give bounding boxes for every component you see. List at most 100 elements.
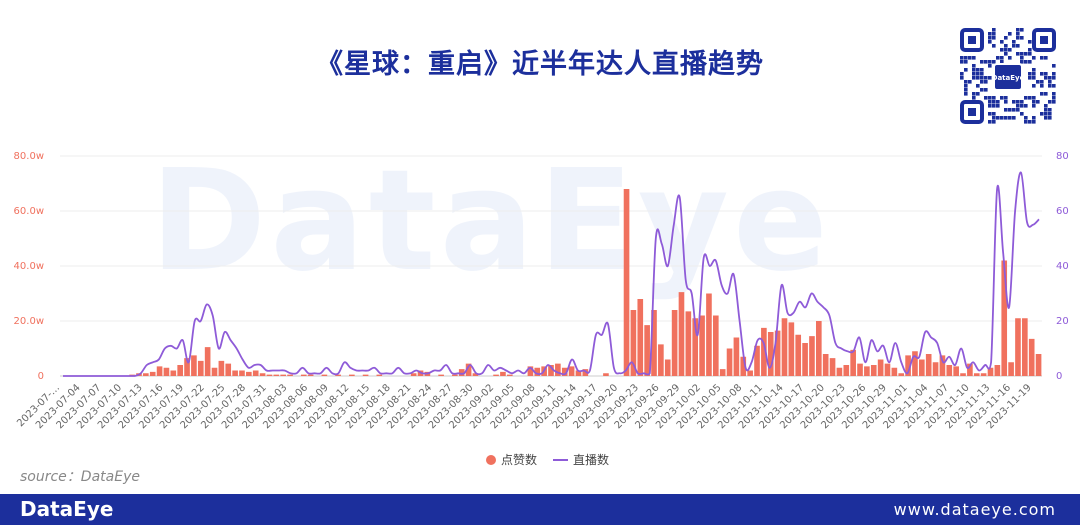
bar (170, 370, 177, 376)
y-right-tick-label: 20 (1056, 316, 1069, 327)
watermark: DataEye (150, 140, 832, 303)
page-title: 《星球：重启》近半年达人直播趋势 (316, 49, 764, 80)
bar (465, 363, 472, 376)
bar (836, 367, 843, 376)
bar (259, 373, 266, 376)
bar (143, 373, 149, 376)
bar (905, 355, 911, 376)
bar (623, 189, 630, 376)
bar (774, 330, 781, 376)
bar (809, 336, 815, 376)
legend-entry-likes: 点赞数 (501, 452, 537, 467)
y-left-tick-label: 60.0w (14, 206, 44, 217)
bar (156, 366, 163, 376)
bar (843, 365, 850, 376)
bar (637, 299, 644, 376)
bar (857, 363, 863, 376)
bar (582, 369, 589, 376)
bar (767, 332, 774, 376)
bar (973, 373, 980, 376)
bar (452, 374, 458, 376)
bar (630, 310, 637, 376)
bar (781, 318, 788, 376)
y-left-tick-label: 20.0w (14, 316, 44, 327)
bar (719, 369, 726, 376)
bar (575, 370, 582, 376)
y-right-tick-label: 0 (1056, 371, 1062, 382)
bar (939, 355, 946, 376)
bar (1008, 362, 1014, 376)
bar (211, 367, 218, 376)
bar (438, 374, 444, 376)
bar (603, 373, 609, 376)
bar (1001, 260, 1008, 376)
bar (506, 374, 513, 376)
bar (850, 349, 856, 376)
y-right-tick-label: 60 (1056, 206, 1069, 217)
series-line-直播数 (63, 171, 1040, 377)
bar (864, 366, 870, 376)
bar (335, 374, 341, 376)
bar (218, 360, 225, 376)
bar (788, 322, 795, 376)
bar (726, 348, 733, 376)
bar (266, 374, 273, 376)
bar (761, 327, 767, 376)
source-note: source：DataEye (20, 469, 140, 485)
bar (699, 315, 705, 376)
bar (980, 373, 987, 376)
bar (740, 356, 747, 376)
bar (754, 345, 760, 376)
bar (472, 373, 479, 376)
bar (870, 365, 877, 376)
bar (822, 354, 829, 376)
bar (548, 365, 554, 376)
bar (733, 337, 740, 376)
bar (568, 366, 575, 376)
bar (802, 343, 808, 376)
bar (664, 359, 671, 376)
bar (651, 310, 657, 376)
bar (898, 373, 905, 376)
bar (307, 374, 314, 376)
bar (232, 370, 238, 376)
bar (953, 366, 959, 376)
bar (960, 373, 966, 376)
y-left-tick-label: 80.0w (14, 151, 44, 162)
bar (177, 365, 183, 376)
legend-entry-live: 直播数 (573, 452, 609, 467)
bar (561, 367, 568, 376)
qr-code: DataEye (958, 26, 1058, 126)
bar (932, 362, 939, 376)
bar (246, 371, 252, 376)
bar (225, 363, 232, 376)
footer-url[interactable]: www.dataeye.com (893, 500, 1056, 519)
bar (816, 321, 822, 376)
bar (706, 293, 712, 376)
y-left-tick-label: 0 (38, 371, 44, 382)
bar (1015, 318, 1021, 376)
bar (163, 367, 170, 376)
bar (321, 374, 328, 376)
bar (671, 310, 678, 376)
bar (349, 374, 355, 376)
bar (204, 347, 211, 376)
bar (1022, 318, 1028, 376)
bar (362, 374, 369, 376)
bar (191, 355, 197, 376)
y-left-tick-label: 40.0w (14, 261, 44, 272)
footer-logo: DataEye (20, 497, 114, 521)
bar (877, 359, 884, 376)
bar (829, 358, 836, 376)
bar (410, 373, 417, 376)
bar (376, 374, 383, 376)
bar (252, 370, 259, 376)
y-right-tick-label: 40 (1056, 261, 1069, 272)
bar (912, 351, 918, 376)
bar (149, 371, 156, 376)
bar (644, 325, 650, 376)
bar (300, 374, 307, 376)
bar (712, 315, 719, 376)
bar (197, 360, 204, 376)
